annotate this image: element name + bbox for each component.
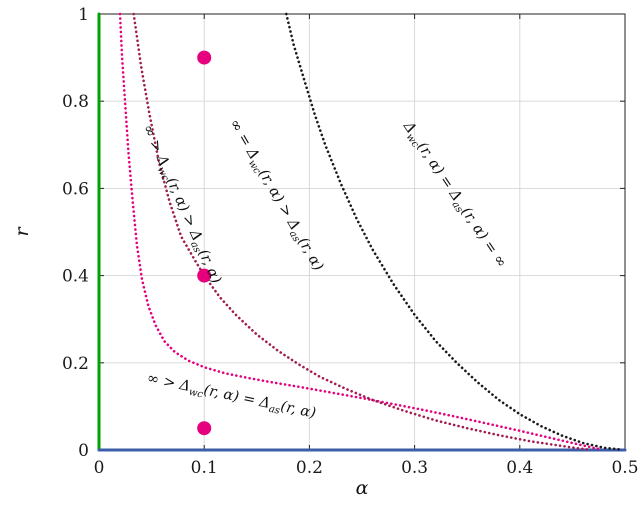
curve-magenta-threshold-curve [118, 12, 604, 451]
region-label-wc-gt-as-finite: ∞ > Δwc(r, α) > Δas(r, α) [137, 122, 224, 287]
y-tick-label: 0.8 [62, 92, 89, 112]
x-tick-label: 0.5 [611, 458, 638, 478]
y-tick-label: 0 [78, 441, 89, 461]
data-point-marker [197, 268, 212, 283]
x-tick-label: 0.4 [506, 458, 533, 478]
y-tick-label: 0.4 [62, 267, 89, 287]
data-point-marker [197, 50, 212, 65]
y-tick-label: 0.2 [62, 354, 89, 374]
x-tick-label: 0.3 [401, 458, 428, 478]
data-point-marker [197, 421, 212, 436]
y-tick-label: 0.6 [62, 179, 89, 199]
x-tick-label: 0.1 [191, 458, 218, 478]
curve-black-threshold-curve [285, 12, 624, 451]
curve-crimson-threshold-curve [132, 12, 591, 451]
x-axis-label: α [356, 477, 369, 499]
region-label-both-infinite: Δwc(r, α) = Δas(r, α) = ∞ [397, 118, 509, 272]
x-tick-label: 0 [94, 458, 105, 478]
y-axis-label: r [11, 226, 33, 237]
region-label-wc-inf-gt-as: ∞ = Δwc(r, α) > Δas(r, α) [224, 116, 326, 275]
y-tick-label: 1 [78, 5, 89, 25]
region-label-both-finite-equal: ∞ > Δwc(r, α) = Δas(r, α) [145, 370, 317, 424]
x-tick-label: 0.2 [296, 458, 323, 478]
